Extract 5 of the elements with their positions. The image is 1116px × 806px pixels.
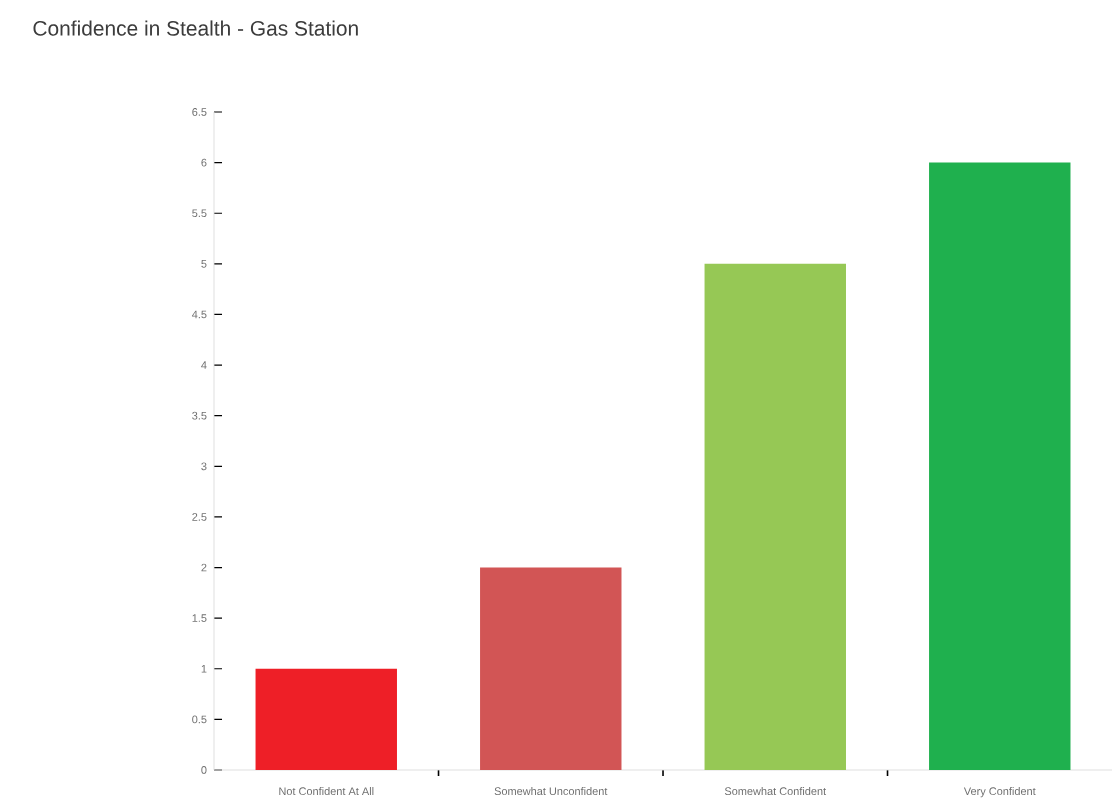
bar — [704, 263, 846, 770]
bar — [480, 567, 622, 770]
chart-title: Confidence in Stealth - Gas Station — [33, 20, 358, 36]
bar — [255, 668, 397, 770]
bar — [929, 162, 1071, 770]
